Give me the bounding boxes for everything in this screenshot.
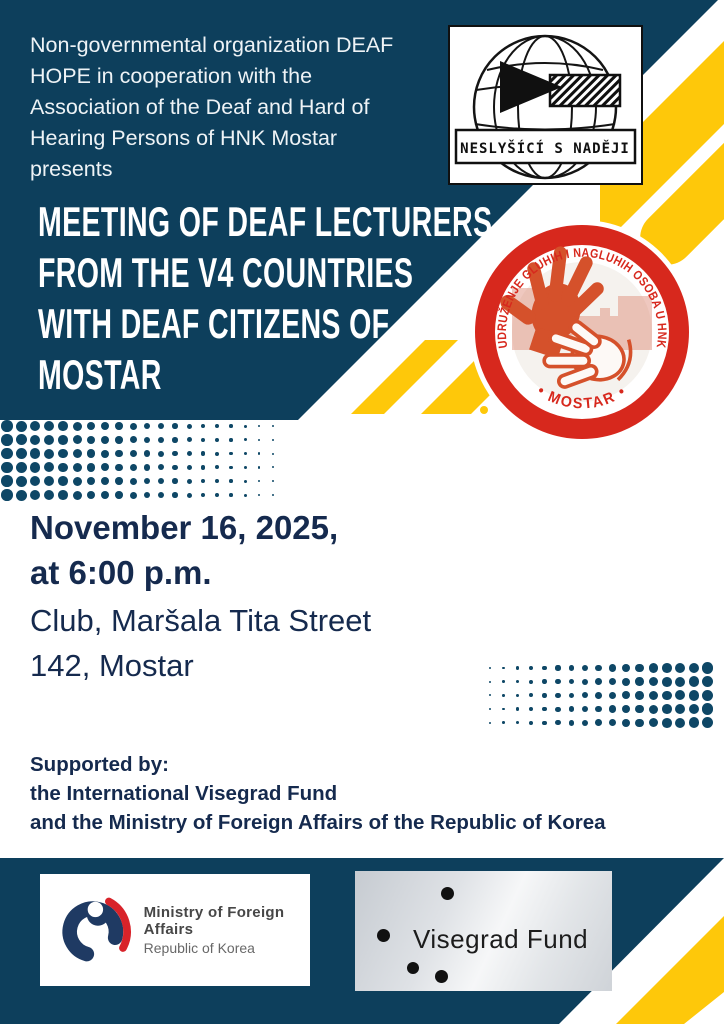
- supporters-text: Supported by: the International Visegrad…: [30, 750, 606, 837]
- corner-stripes-bottom-right: [616, 916, 724, 1024]
- visegrad-dot-icon: [377, 929, 390, 942]
- korea-mofa-name: Ministry of Foreign Affairs: [143, 904, 285, 938]
- datetime-line: November 16, 2025,: [30, 509, 339, 546]
- deaf-hope-banner-label: NESLYŠÍCÍ S NADĚJI: [460, 139, 630, 157]
- intro-line: Association of the Deaf and Hard of: [30, 95, 370, 119]
- location-line: 142, Mostar: [30, 648, 194, 683]
- datetime-line: at 6:00 p.m.: [30, 554, 212, 591]
- taegeuk-icon: [54, 893, 131, 970]
- deaf-hope-logo: NESLYŠÍCÍ S NADĚJI: [448, 25, 643, 185]
- intro-text: Non-governmental organization DEAF HOPE …: [30, 30, 460, 185]
- location-line: Club, Maršala Tita Street: [30, 603, 372, 638]
- intro-line: Hearing Persons of HNK Mostar: [30, 126, 338, 150]
- outline-hand-icon: [542, 319, 633, 389]
- korea-mofa-country: Republic of Korea: [143, 940, 255, 956]
- event-location: Club, Maršala Tita Street 142, Mostar: [30, 598, 371, 688]
- intro-line: HOPE in cooperation with the: [30, 64, 313, 88]
- visegrad-fund-label: Visegrad Fund: [413, 924, 589, 954]
- intro-line: Non-governmental organization DEAF: [30, 33, 394, 57]
- filled-hand-icon: [500, 246, 604, 359]
- mostar-association-stamp: UDRUŽENJE GLUHIH I NAGLUHIH OSOBA U HNK …: [470, 220, 694, 444]
- title-line: WITH DEAF CITIZENS OF: [38, 300, 390, 347]
- event-datetime: November 16, 2025, at 6:00 p.m.: [30, 505, 338, 595]
- title-line: MOSTAR: [38, 351, 162, 398]
- korea-mofa-text: Ministry of Foreign Affairs Republic of …: [144, 904, 310, 956]
- visegrad-dot-icon: [435, 970, 448, 983]
- globe-icon: NESLYŠÍCÍ S NADĚJI: [454, 34, 637, 180]
- visegrad-dot-icon: [441, 887, 454, 900]
- korea-mofa-logo: Ministry of Foreign Affairs Republic of …: [40, 874, 310, 986]
- title-line: MEETING OF DEAF LECTURERS: [38, 198, 493, 245]
- supporters-line: the International Visegrad Fund: [30, 782, 338, 805]
- supporters-line: Supported by:: [30, 753, 169, 776]
- title-line: FROM THE V4 COUNTRIES: [38, 249, 414, 296]
- visegrad-fund-logo: Visegrad Fund: [355, 871, 612, 991]
- intro-line: presents: [30, 157, 113, 181]
- event-title: MEETING OF DEAF LECTURERS FROM THE V4 CO…: [38, 196, 492, 400]
- visegrad-dot-icon: [407, 962, 419, 974]
- supporters-line: and the Ministry of Foreign Affairs of t…: [30, 811, 606, 834]
